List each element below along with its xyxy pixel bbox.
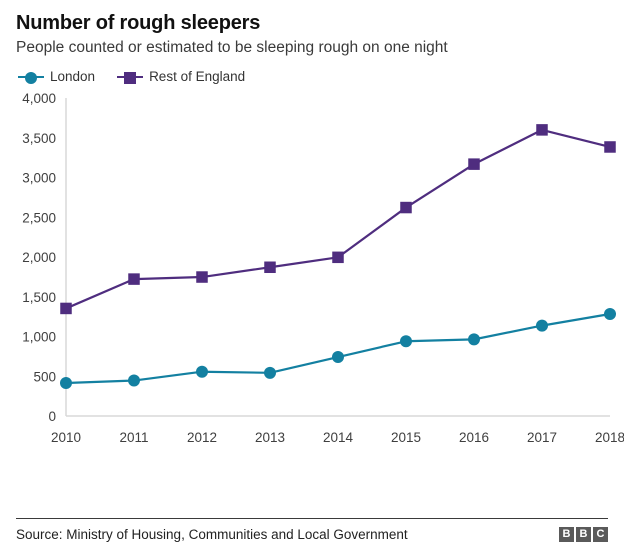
y-axis-tick-label: 3,500 (22, 130, 56, 145)
data-point-marker[interactable] (468, 157, 480, 170)
x-axis-tick-label: 2011 (119, 430, 148, 445)
data-point-marker[interactable] (536, 319, 548, 332)
x-axis-tick-label: 2018 (595, 430, 624, 445)
y-axis-tick-label: 1,000 (22, 329, 56, 344)
data-point-marker[interactable] (604, 307, 616, 320)
data-point-marker[interactable] (264, 366, 276, 379)
legend-label-london: London (50, 68, 96, 84)
x-axis-tick-label: 2010 (51, 430, 81, 445)
legend-item-rest-of-england[interactable]: Rest of England (117, 70, 245, 84)
y-axis-tick-label: 500 (33, 369, 56, 384)
data-point-marker[interactable] (536, 123, 548, 136)
data-point-marker[interactable] (60, 302, 72, 314)
x-axis-tick-label: 2016 (459, 430, 489, 445)
data-point-marker[interactable] (128, 374, 140, 387)
y-axis-tick-label: 1,500 (22, 289, 56, 304)
chart-header: Number of rough sleepers People counted … (0, 0, 624, 58)
x-axis-tick-label: 2017 (527, 430, 557, 445)
data-point-marker[interactable] (604, 140, 616, 153)
legend-label-rest-of-england: Rest of England (149, 68, 246, 84)
y-axis-tick-label: 0 (48, 409, 56, 424)
data-point-marker[interactable] (332, 350, 344, 363)
bbc-logo-letter-1: B (559, 527, 574, 542)
data-point-marker[interactable] (264, 261, 276, 273)
legend-item-london[interactable]: London (18, 70, 95, 84)
y-axis-tick-label: 3,000 (22, 170, 56, 185)
legend-circle-marker-icon (18, 70, 44, 84)
x-axis-tick-label: 2012 (187, 430, 217, 445)
source-text: Source: Ministry of Housing, Communities… (16, 527, 408, 542)
chart-subtitle: People counted or estimated to be sleepi… (16, 39, 448, 56)
chart-plot-area: 0 500 1,000 1,500 2,000 2,500 3,000 3,500 4,000 2… (0, 90, 624, 450)
data-point-marker[interactable] (332, 251, 344, 263)
data-point-marker[interactable] (468, 332, 480, 345)
series-line-london (64, 312, 612, 384)
bbc-logo: B B C (559, 527, 608, 542)
bbc-logo-letter-2: B (576, 527, 591, 542)
chart-legend: London Rest of England (0, 58, 624, 84)
x-axis-tick-label: 2015 (391, 430, 421, 445)
y-axis-tick-label: 4,000 (22, 91, 56, 106)
page-title: Number of rough sleepers (16, 12, 261, 34)
y-axis-tick-label: 2,000 (22, 250, 56, 265)
data-point-marker[interactable] (400, 201, 412, 213)
x-axis-tick-label: 2014 (323, 430, 354, 445)
y-axis-tick-label: 2,500 (22, 210, 56, 225)
data-point-marker[interactable] (196, 365, 208, 378)
data-point-marker[interactable] (196, 270, 208, 283)
x-axis-tick-label: 2013 (255, 430, 285, 445)
legend-square-marker-icon (117, 70, 144, 84)
series-line-rest-of-england (64, 128, 612, 310)
footer-divider (16, 518, 608, 519)
line-chart-svg: 0 500 1,000 1,500 2,000 2,500 3,000 3,500 4,000 2… (22, 91, 624, 445)
chart-footer: Source: Ministry of Housing, Communities… (0, 518, 624, 558)
bbc-logo-letter-3: C (593, 527, 608, 542)
data-point-marker[interactable] (60, 376, 72, 389)
data-point-marker[interactable] (400, 334, 412, 347)
data-point-marker[interactable] (128, 272, 140, 285)
